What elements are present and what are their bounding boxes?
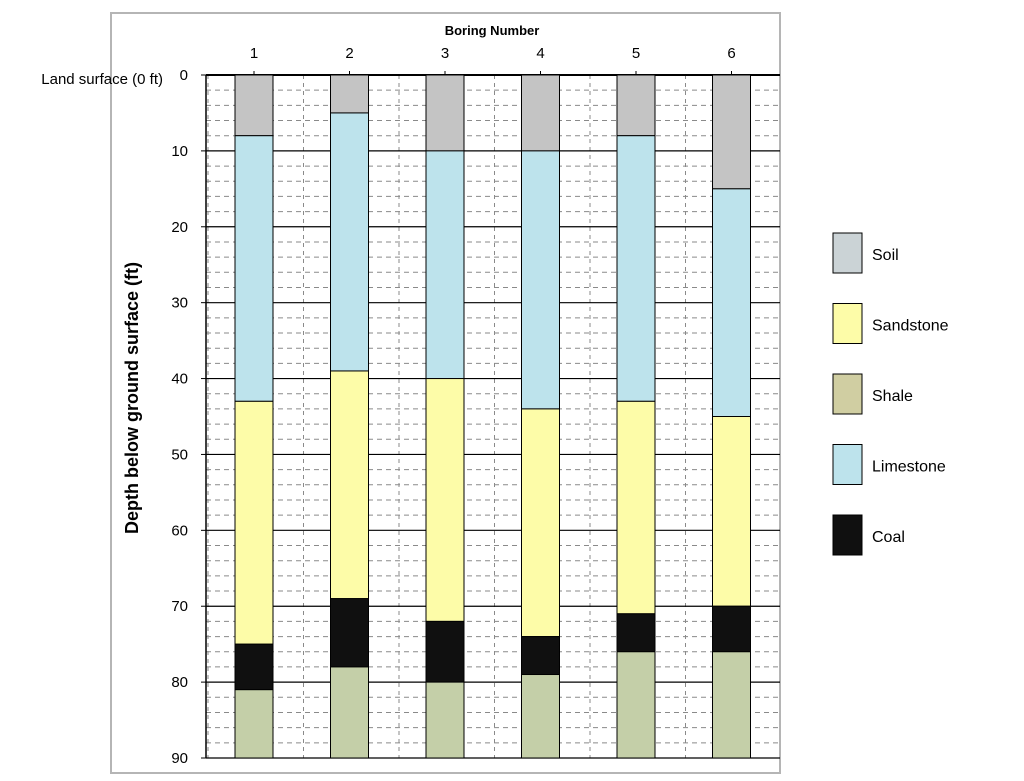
boring-label-5: 5	[632, 45, 640, 62]
y-tick-label: 30	[171, 295, 188, 312]
legend-label-shale: Shale	[872, 388, 913, 405]
grid	[206, 74, 780, 759]
y-tick-label: 60	[171, 522, 188, 539]
layer-sandstone-boring-5	[616, 400, 656, 615]
boring-columns	[234, 74, 751, 759]
chart-title: Boring Number	[445, 23, 540, 38]
layer-shale-boring-5	[616, 651, 656, 759]
layer-coal-boring-6	[712, 605, 751, 653]
layer-soil-boring-3	[425, 74, 465, 152]
legend-item-soil: Soil	[832, 232, 899, 274]
boring-column-3	[425, 74, 465, 759]
boring-column-6	[712, 74, 751, 759]
layer-coal-boring-5	[616, 613, 656, 653]
y-tick-label: 80	[171, 674, 188, 691]
layer-shale-boring-1	[234, 689, 274, 759]
y-tick-label: 50	[171, 446, 188, 463]
boring-column-5	[616, 74, 656, 759]
layer-limestone-boring-2	[330, 112, 369, 372]
boring-column-2	[330, 74, 369, 759]
legend-swatch-limestone	[832, 444, 863, 485]
y-tick-label: 20	[171, 219, 188, 236]
layer-shale-boring-4	[521, 674, 560, 759]
layer-soil-boring-5	[616, 74, 656, 137]
layer-sandstone-boring-4	[521, 408, 560, 638]
boring-column-4	[521, 74, 560, 759]
layer-soil-boring-6	[712, 74, 751, 190]
legend-label-coal: Coal	[872, 529, 905, 546]
layer-limestone-boring-5	[616, 135, 656, 402]
boring-label-4: 4	[536, 45, 544, 62]
layer-shale-boring-2	[330, 666, 369, 759]
layer-coal-boring-4	[521, 636, 560, 676]
y-tick-label: 40	[171, 371, 188, 388]
legend-label-soil: Soil	[872, 247, 899, 264]
legend: Soil Sandstone Shale Limestone Coal	[832, 232, 949, 556]
layer-shale-boring-3	[425, 681, 465, 759]
layer-limestone-boring-6	[712, 188, 751, 417]
land-surface-annotation: Land surface (0 ft)	[41, 71, 163, 88]
layer-sandstone-boring-3	[425, 378, 465, 622]
layer-sandstone-boring-6	[712, 416, 751, 607]
layer-sandstone-boring-1	[234, 400, 274, 645]
legend-label-limestone: Limestone	[872, 459, 946, 476]
layer-shale-boring-6	[712, 651, 751, 759]
y-tick-label: 70	[171, 598, 188, 615]
legend-swatch-shale	[832, 373, 863, 415]
layer-limestone-boring-4	[521, 150, 560, 410]
layer-soil-boring-4	[521, 74, 560, 152]
layer-limestone-boring-3	[425, 150, 465, 380]
boring-label-2: 2	[345, 45, 353, 62]
layer-coal-boring-1	[234, 643, 274, 691]
layer-soil-boring-1	[234, 74, 274, 137]
layer-coal-boring-3	[425, 620, 465, 683]
legend-swatch-sandstone	[832, 303, 863, 344]
boring-label-1: 1	[250, 45, 258, 62]
legend-swatch-coal	[832, 514, 863, 556]
y-tick-label: 0	[180, 67, 188, 84]
legend-item-limestone: Limestone	[832, 444, 946, 485]
legend-item-shale: Shale	[832, 373, 913, 415]
legend-item-coal: Coal	[832, 514, 905, 556]
legend-item-sandstone: Sandstone	[832, 303, 949, 344]
boring-label-3: 3	[441, 45, 449, 62]
boring-label-6: 6	[727, 45, 735, 62]
legend-swatch-soil	[832, 232, 863, 274]
y-tick-label: 90	[171, 750, 188, 767]
layer-coal-boring-2	[330, 598, 369, 668]
boring-column-1	[234, 74, 274, 759]
layer-sandstone-boring-2	[330, 370, 369, 600]
legend-label-sandstone: Sandstone	[872, 318, 949, 335]
layer-limestone-boring-1	[234, 135, 274, 402]
y-axis-label: Depth below ground surface (ft)	[122, 262, 142, 534]
layer-soil-boring-2	[330, 74, 369, 114]
y-tick-label: 10	[171, 143, 188, 160]
